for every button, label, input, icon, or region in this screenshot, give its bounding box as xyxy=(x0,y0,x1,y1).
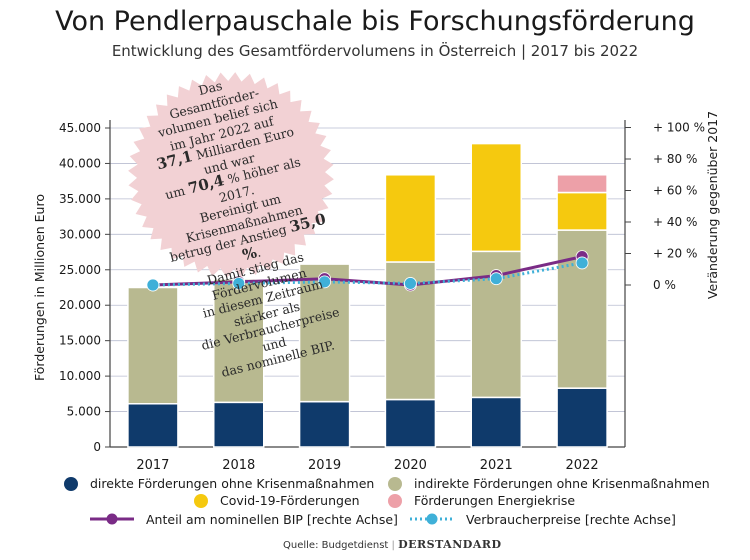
legend-item-energy: Förderungen Energiekrise xyxy=(388,493,575,508)
cpi-line-point xyxy=(404,277,417,290)
legend-item-cpi: Verbraucherpreise [rechte Achse] xyxy=(410,511,676,527)
legend-label-cpi: Verbraucherpreise [rechte Achse] xyxy=(466,511,676,527)
bar-direct xyxy=(470,396,522,448)
annotation-burst: Das Gesamtförder-volumen belief sich im Ja… xyxy=(106,50,356,380)
y2-tick-label: + 40 % xyxy=(653,215,697,229)
legend-label-energy: Förderungen Energiekrise xyxy=(414,493,576,508)
legend-item-direct: direkte Förderungen ohne Krisenmaßnahmen xyxy=(64,476,374,491)
legend-swatch-cpi xyxy=(410,513,454,525)
source-label: Quelle: Budgetdienst xyxy=(283,540,389,551)
bar-covid xyxy=(470,142,522,253)
x-tick-label: 2022 xyxy=(566,458,599,473)
bar-indirect xyxy=(127,286,179,405)
y-tick-label: 35.000 xyxy=(59,192,101,206)
y2-tick-label: + 100 % xyxy=(653,121,705,135)
y-tick-label: 25.000 xyxy=(59,263,101,277)
cpi-line-point xyxy=(575,256,589,270)
bar-energy xyxy=(556,174,608,194)
legend-swatch-covid xyxy=(194,493,208,508)
x-tick-label: 2019 xyxy=(308,458,341,473)
y-axis-label: Förderungen in Millionen Euro xyxy=(32,194,47,381)
bar-direct xyxy=(556,387,608,448)
y2-axis-label: Veränderung gegenüber 2017 xyxy=(705,111,720,299)
bar-direct xyxy=(213,401,265,448)
y-tick-label: 40.000 xyxy=(59,156,101,170)
x-tick-label: 2018 xyxy=(222,458,255,473)
x-tick-label: 2017 xyxy=(136,458,169,473)
legend-swatch-energy xyxy=(388,493,402,508)
y-tick-label: 45.000 xyxy=(59,121,101,135)
legend-item-indirect: indirekte Förderungen ohne Krisenmaßnahm… xyxy=(388,476,710,491)
legend-label-direct: direkte Förderungen ohne Krisenmaßnahmen xyxy=(90,476,375,491)
x-tick-label: 2021 xyxy=(480,458,513,473)
legend-swatch-indirect xyxy=(388,476,402,491)
bar-direct xyxy=(298,400,351,448)
burst-shape xyxy=(128,72,334,278)
cpi-line-point xyxy=(489,272,503,286)
x-tick-label: 2020 xyxy=(394,458,427,473)
cpi-line-point xyxy=(146,278,160,292)
bar-direct xyxy=(384,398,437,448)
y-tick-label: 30.000 xyxy=(59,227,101,241)
cpi-line xyxy=(152,261,583,287)
legend-label-indirect: indirekte Förderungen ohne Krisenmaßnahm… xyxy=(414,476,710,491)
y-tick-label: 15.000 xyxy=(59,334,101,348)
y-tick-label: 5.000 xyxy=(67,405,101,419)
y2-tick-label: + 20 % xyxy=(653,247,697,261)
legend-item-covid: Covid-19-Förderungen xyxy=(194,493,360,508)
y-tick-label: 0 xyxy=(93,440,101,454)
y2-tick-label: 0 % xyxy=(653,278,676,292)
page-subtitle: Entwicklung des Gesamtfördervolumens in … xyxy=(111,42,639,60)
legend-item-gdp: Anteil am nominellen BIP [rechte Achse] xyxy=(90,511,398,527)
bar-indirect xyxy=(213,278,265,404)
y2-tick-label: + 60 % xyxy=(653,184,697,198)
bar-covid xyxy=(384,174,437,263)
legend-label-gdp: Anteil am nominellen BIP [rechte Achse] xyxy=(146,511,398,527)
page-title: Von Pendlerpauschale bis Forschungsförde… xyxy=(55,6,695,37)
y2-tick-label: + 80 % xyxy=(653,152,697,166)
legend-swatch-direct xyxy=(64,476,78,491)
y-tick-label: 10.000 xyxy=(59,369,101,383)
source-brand: DERSTANDARD xyxy=(398,538,502,551)
y-tick-label: 20.000 xyxy=(59,298,101,312)
bar-covid xyxy=(556,191,608,231)
source-line: Quelle: Budgetdienst | DERSTANDARD xyxy=(283,538,502,551)
legend-label-covid: Covid-19-Förderungen xyxy=(220,493,360,508)
bar-direct xyxy=(127,403,179,448)
cpi-line-point xyxy=(232,277,246,290)
burst-polygon xyxy=(128,72,334,278)
legend-swatch-gdp xyxy=(90,513,134,525)
cpi-line-point xyxy=(318,275,331,289)
